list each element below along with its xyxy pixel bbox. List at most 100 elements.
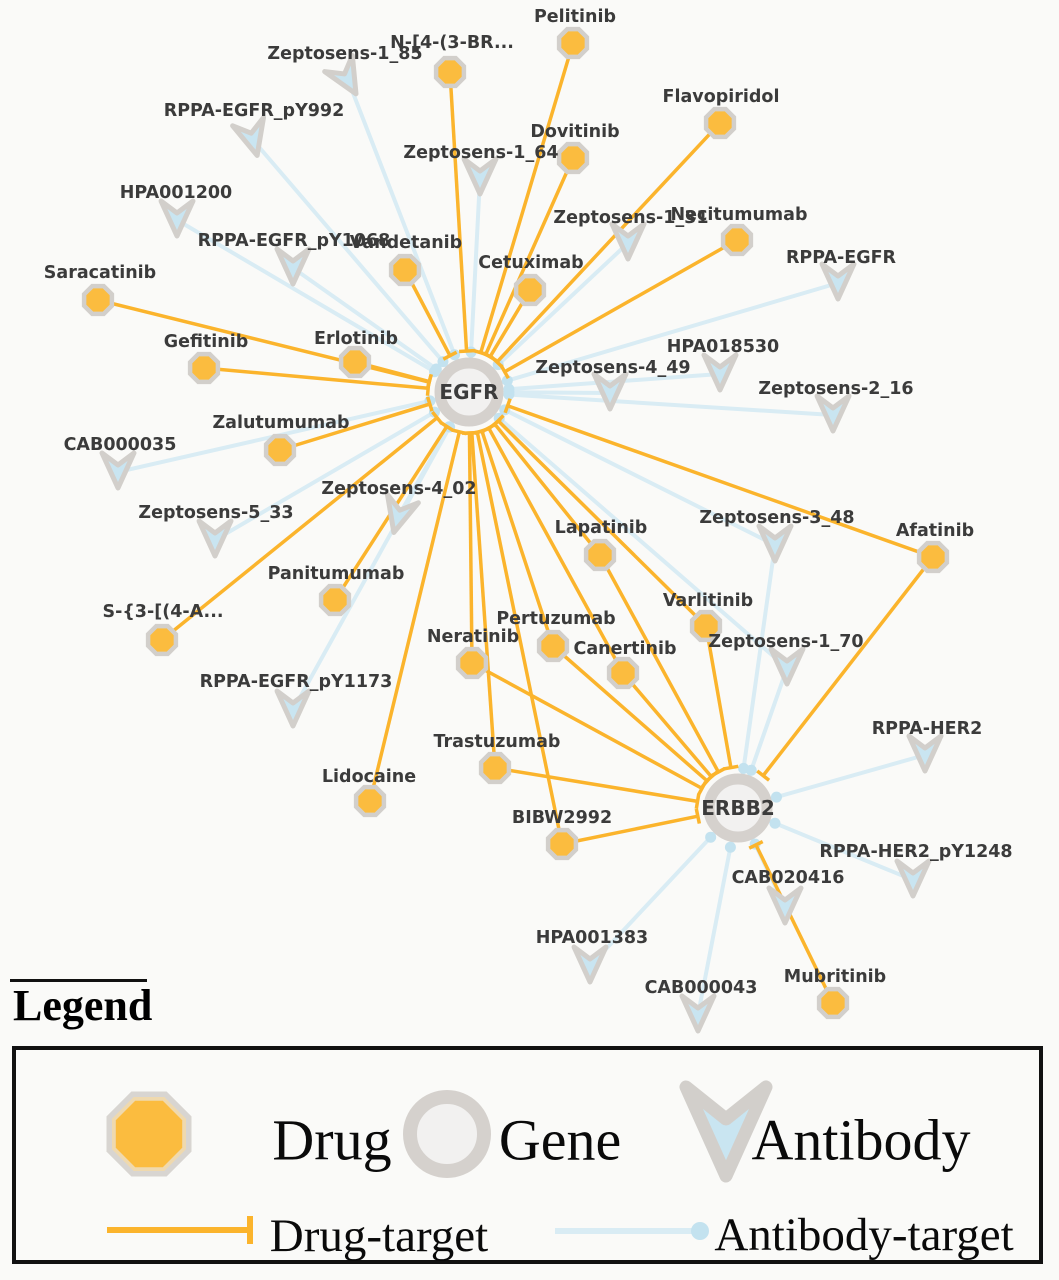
drug-node-varlitinib bbox=[689, 609, 723, 643]
drug-node-saracatinib bbox=[81, 283, 115, 317]
edge-layer bbox=[97, 42, 935, 1016]
gene-label-egfr: EGFR bbox=[439, 380, 498, 404]
drug-legend-icon bbox=[106, 1091, 192, 1177]
antibody-node-zeptosens-4_02 bbox=[384, 492, 421, 535]
edge-zeptosens-1_70-egfr bbox=[467, 390, 789, 670]
drug-node-vandetanib bbox=[388, 253, 422, 287]
drug-node-s3-4a bbox=[145, 623, 179, 657]
node-label-dovitinib: Dovitinib bbox=[530, 122, 619, 142]
drug-node-afatinib bbox=[916, 540, 950, 574]
drug-node-lapatinib bbox=[583, 538, 617, 572]
node-label-rppa-her2_py1248: RPPA-HER2_pY1248 bbox=[819, 842, 1012, 862]
node-label-rppa-her2: RPPA-HER2 bbox=[872, 719, 983, 739]
edge-afatinib-egfr bbox=[507, 404, 934, 559]
drug-node-dovitinib bbox=[556, 141, 590, 175]
node-label-cetuximab: Cetuximab bbox=[478, 253, 583, 273]
drug-legend-label: Drug bbox=[272, 1107, 392, 1173]
edge-trastuzumab-egfr bbox=[470, 432, 497, 769]
antibody-target-edge-icon bbox=[555, 1222, 709, 1240]
edge-zalutumumab-egfr bbox=[279, 402, 431, 452]
antibody-node-zeptosens-2_16 bbox=[814, 393, 852, 434]
edge-s3-4a-egfr-tee-marker bbox=[431, 410, 444, 425]
node-label-panitumumab: Panitumumab bbox=[268, 564, 405, 584]
edge-pertuzumab-erbb2-tee-marker bbox=[700, 774, 714, 788]
antibody-node-cab000035 bbox=[99, 450, 137, 491]
edge-mubritinib-erbb2-tee-marker bbox=[748, 840, 764, 850]
drug-node-necitumumab bbox=[720, 223, 754, 257]
edge-varlitinib-egfr bbox=[496, 419, 708, 628]
edge-s3-4a-egfr bbox=[160, 416, 439, 642]
edge-flavopiridol-egfr bbox=[495, 121, 722, 364]
antibody-node-zeptosens-1_31 bbox=[609, 221, 647, 262]
edge-canertinib-erbb2 bbox=[621, 671, 713, 778]
edge-zeptosens-1_85-egfr bbox=[346, 79, 471, 393]
node-label-bibw2992: BIBW2992 bbox=[512, 808, 612, 828]
antibody-node-cab020416 bbox=[766, 885, 804, 926]
drug-node-flavopiridol bbox=[703, 106, 737, 140]
drug-target-legend-label: Drug-target bbox=[269, 1210, 489, 1262]
antibody-node-zeptosens-4_49 bbox=[591, 371, 629, 412]
antibody-node-rppa-egfr bbox=[819, 261, 857, 302]
antibody-legend-icon bbox=[679, 1080, 773, 1183]
node-label-lapatinib: Lapatinib bbox=[555, 518, 648, 538]
edge-rppa-egfr_py1173-egfr bbox=[291, 391, 471, 711]
node-label-afatinib: Afatinib bbox=[896, 521, 974, 541]
antibody-node-zeptosens-3_48 bbox=[756, 523, 794, 564]
edge-dovitinib-egfr bbox=[484, 157, 575, 356]
node-label-s3-4a: S-{3-[(4-A... bbox=[102, 602, 223, 622]
edge-neratinib-erbb2 bbox=[471, 661, 703, 790]
node-label-rppa-egfr_py1173: RPPA-EGFR_pY1173 bbox=[200, 672, 393, 692]
antibody-target-legend-label: Antibody-target bbox=[714, 1209, 1014, 1261]
drug-node-zalutumumab bbox=[263, 433, 297, 467]
node-label-lidocaine: Lidocaine bbox=[322, 767, 416, 787]
node-label-cab000035: CAB000035 bbox=[64, 435, 177, 455]
node-label-zalutumumab: Zalutumumab bbox=[212, 413, 349, 433]
edge-zeptosens-1_70-erbb2-endpoint-dot bbox=[745, 764, 757, 776]
drug-node-gefitinib bbox=[187, 351, 221, 385]
antibody-legend-label: Antibody bbox=[751, 1107, 971, 1173]
node-label-zeptosens-4_49: Zeptosens-4_49 bbox=[535, 358, 690, 378]
edge-afatinib-erbb2 bbox=[761, 555, 935, 777]
edge-lapatinib-egfr bbox=[493, 422, 602, 557]
node-label-flavopiridol: Flavopiridol bbox=[663, 87, 780, 107]
node-label-zeptosens-3_48: Zeptosens-3_48 bbox=[699, 508, 854, 528]
edge-cab000043-erbb2-endpoint-dot bbox=[724, 841, 736, 853]
edge-cetuximab-egfr-tee-marker bbox=[482, 351, 498, 363]
antibody-node-rppa-her2 bbox=[906, 733, 944, 774]
drug-node-trastuzumab bbox=[478, 751, 512, 785]
edge-hpa001383-erbb2-endpoint-dot bbox=[705, 831, 717, 843]
drug-node-canertinib bbox=[606, 656, 640, 690]
gene-legend-label: Gene bbox=[498, 1107, 622, 1173]
drug-node-mubritinib bbox=[816, 986, 850, 1020]
antibody-node-hpa018530 bbox=[701, 352, 739, 393]
edge-afatinib-egfr-tee-marker bbox=[503, 398, 512, 414]
node-label-n4-3br: N-[4-(3-BR... bbox=[390, 33, 514, 53]
legend-divider-line bbox=[10, 979, 147, 982]
edge-n4-3br-egfr-tee-marker bbox=[458, 348, 475, 354]
node-label-zeptosens-2_16: Zeptosens-2_16 bbox=[758, 379, 913, 399]
drug-node-pelitinib bbox=[556, 26, 590, 60]
edge-zeptosens-2_16-egfr bbox=[468, 390, 834, 417]
edge-trastuzumab-erbb2-tee-marker bbox=[694, 793, 701, 810]
edge-necitumumab-egfr bbox=[503, 238, 738, 374]
gene-node-erbb2 bbox=[703, 773, 773, 843]
legend-title: Legend bbox=[13, 981, 153, 1030]
edge-lapatinib-erbb2 bbox=[598, 554, 720, 773]
edge-trastuzumab-erbb2 bbox=[494, 766, 698, 804]
antibody-node-rppa-egfr_py1068 bbox=[274, 246, 312, 287]
node-label-zeptosens-1_70: Zeptosens-1_70 bbox=[708, 632, 863, 652]
drug-node-pertuzumab bbox=[536, 629, 570, 663]
node-label-varlitinib: Varlitinib bbox=[663, 591, 753, 611]
node-label-hpa001383: HPA001383 bbox=[536, 928, 648, 948]
antibody-node-hpa001200 bbox=[158, 198, 196, 239]
node-label-pelitinib: Pelitinib bbox=[534, 7, 616, 27]
node-label-trastuzumab: Trastuzumab bbox=[434, 732, 561, 752]
node-label-neratinib: Neratinib bbox=[427, 627, 519, 647]
node-label-necitumumab: Necitumumab bbox=[671, 205, 808, 225]
drug-node-panitumumab bbox=[318, 583, 352, 617]
node-layer bbox=[81, 26, 950, 1034]
edge-neratinib-egfr bbox=[467, 432, 474, 664]
node-label-pertuzumab: Pertuzumab bbox=[496, 609, 615, 629]
edge-panitumumab-egfr-tee-marker bbox=[439, 420, 455, 432]
drug-target-edge-icon bbox=[107, 1216, 253, 1244]
